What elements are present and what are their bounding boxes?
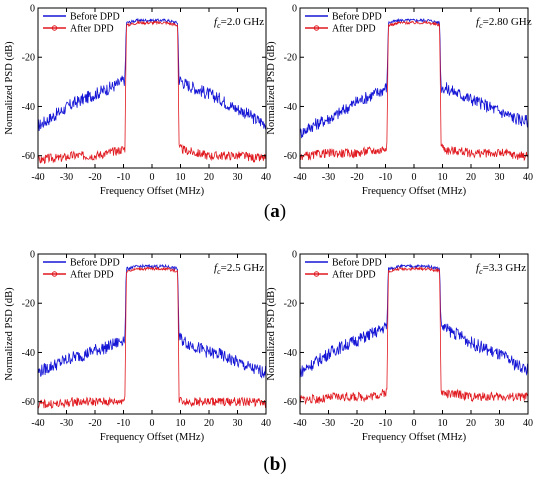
x-tick-label: -30 [322, 172, 335, 183]
x-tick-label: 40 [523, 418, 533, 429]
series-line-after-dpd [299, 266, 529, 406]
carrier-frequency-label: fc=2.0 GHz [214, 16, 264, 30]
x-tick-label: 40 [261, 172, 271, 183]
chart-svg: -40 -30 -20 -10 0 10 20 30 40 0 -20 -40 -60 Frequency… [4, 250, 271, 444]
y-tick-label: 0 [30, 250, 35, 261]
series-line-before-dpd [299, 263, 529, 378]
x-tick-label: 0 [412, 172, 417, 183]
x-tick-label: 20 [466, 172, 476, 183]
x-tick-label: 0 [150, 172, 155, 183]
x-tick-label: 10 [438, 172, 448, 183]
series-line-before-dpd [37, 17, 267, 131]
x-tick-label: -30 [322, 418, 335, 429]
x-tick-label: 0 [150, 418, 155, 429]
legend-label: Before DPD [332, 12, 382, 23]
legend-label: After DPD [332, 270, 376, 281]
x-tick-label: -30 [60, 172, 73, 183]
x-tick-label: -10 [379, 418, 392, 429]
y-axis-label: Normalized PSD (dB) [266, 41, 277, 135]
x-tick-label: -20 [88, 172, 101, 183]
x-tick-label: -20 [350, 172, 363, 183]
x-axis-label: Frequency Offset (MHz) [100, 186, 205, 197]
x-axis-label: Frequency Offset (MHz) [100, 432, 205, 443]
y-tick-label: -20 [22, 53, 35, 64]
carrier-frequency-label: fc=3.3 GHz [476, 262, 526, 276]
x-tick-label: 30 [233, 172, 243, 183]
y-tick-label: -40 [284, 102, 297, 113]
series-line-after-dpd [37, 265, 267, 409]
legend-label: After DPD [332, 24, 376, 35]
series-line-after-dpd [299, 19, 529, 162]
x-tick-label: 0 [412, 418, 417, 429]
y-tick-label: -20 [284, 299, 297, 310]
chart-svg: -40 -30 -20 -10 0 10 20 30 40 0 -20 -40 -60 Frequency… [266, 4, 533, 198]
y-tick-label: -40 [22, 102, 35, 113]
series-line-before-dpd [299, 17, 529, 139]
x-tick-label: -10 [117, 418, 130, 429]
carrier-frequency-label: fc=2.5 GHz [214, 262, 264, 276]
x-tick-label: 10 [176, 172, 186, 183]
legend-marker [313, 271, 320, 277]
caption-a: (a) [263, 201, 287, 222]
x-tick-label: 30 [233, 418, 243, 429]
legend-label: Before DPD [70, 258, 120, 269]
legend-label: After DPD [70, 270, 114, 281]
x-tick-label: -20 [350, 418, 363, 429]
x-tick-label: -40 [31, 172, 44, 183]
y-tick-label: -20 [22, 299, 35, 310]
x-tick-label: -40 [293, 418, 306, 429]
y-tick-label: -60 [284, 397, 297, 408]
caption-b: (b) [263, 454, 287, 475]
x-tick-label: 20 [466, 418, 476, 429]
y-tick-label: 0 [30, 4, 35, 15]
x-tick-label: 10 [176, 418, 186, 429]
legend-label: After DPD [70, 24, 114, 35]
x-axis-label: Frequency Offset (MHz) [362, 432, 467, 443]
x-tick-label: 30 [495, 172, 505, 183]
y-tick-label: -60 [284, 151, 297, 162]
legend-marker [51, 271, 58, 277]
x-axis-label: Frequency Offset (MHz) [362, 186, 467, 197]
x-tick-label: -40 [31, 418, 44, 429]
y-tick-label: -60 [22, 151, 35, 162]
chart-svg: -40 -30 -20 -10 0 10 20 30 40 0 -20 -40 -60 Frequency… [4, 4, 271, 198]
legend-marker [51, 25, 58, 31]
x-tick-label: -10 [117, 172, 130, 183]
y-tick-label: 0 [292, 250, 297, 261]
chart-svg: -40 -30 -20 -10 0 10 20 30 40 0 -20 -40 -60 Frequency… [266, 250, 533, 444]
y-tick-label: -20 [284, 53, 297, 64]
y-tick-label: 0 [292, 4, 297, 15]
y-tick-label: -40 [284, 348, 297, 359]
carrier-frequency-label: fc=2.80 GHz [476, 16, 532, 30]
x-tick-label: 40 [523, 172, 533, 183]
y-axis-label: Normalized PSD (dB) [4, 41, 15, 135]
x-tick-label: -40 [293, 172, 306, 183]
x-tick-label: -10 [379, 172, 392, 183]
series-line-after-dpd [37, 20, 267, 165]
legend-marker [313, 25, 320, 31]
y-tick-label: -40 [22, 348, 35, 359]
legend-label: Before DPD [332, 258, 382, 269]
y-axis-label: Normalized PSD (dB) [4, 287, 15, 381]
x-tick-label: 10 [438, 418, 448, 429]
x-tick-label: 20 [204, 172, 214, 183]
series-line-before-dpd [37, 263, 267, 379]
x-tick-label: 40 [261, 418, 271, 429]
chart-panel-bottom-left: -40 -30 -20 -10 0 10 20 30 40 0 -20 -40 -60 Frequency… [0, 246, 275, 444]
chart-panel-top-right: -40 -30 -20 -10 0 10 20 30 40 0 -20 -40 -60 Frequency… [262, 0, 537, 198]
y-axis-label: Normalized PSD (dB) [266, 287, 277, 381]
legend-label: Before DPD [70, 12, 120, 23]
x-tick-label: 20 [204, 418, 214, 429]
x-tick-label: -20 [88, 418, 101, 429]
chart-panel-bottom-right: -40 -30 -20 -10 0 10 20 30 40 0 -20 -40 -60 Frequency… [262, 246, 537, 444]
x-tick-label: 30 [495, 418, 505, 429]
y-tick-label: -60 [22, 397, 35, 408]
x-tick-label: -30 [60, 418, 73, 429]
chart-panel-top-left: -40 -30 -20 -10 0 10 20 30 40 0 -20 -40 -60 Frequency… [0, 0, 275, 198]
